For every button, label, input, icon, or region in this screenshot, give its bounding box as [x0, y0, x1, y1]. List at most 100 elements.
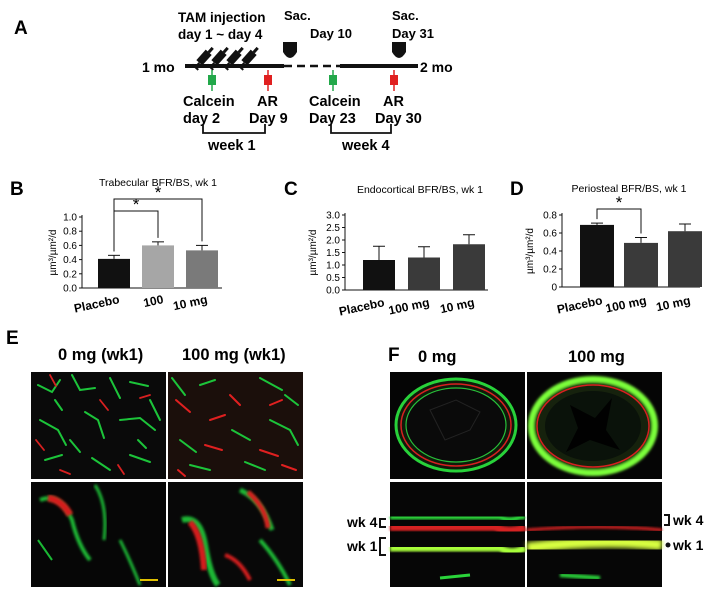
panel-e: E 0 mg (wk1) 100 mg (wk1): [6, 328, 303, 587]
y-tick-label: 1.0: [63, 213, 77, 224]
micrograph-e-100mg-high: [168, 482, 303, 587]
ar-marker-icon: [390, 70, 398, 91]
x-category-label: 10 mg: [655, 293, 692, 314]
sac1-label-line1: Sac.: [284, 8, 311, 23]
panel-label-b: B: [10, 179, 24, 200]
micrograph-f-100mg-cross-section: [527, 372, 662, 479]
bar: [186, 250, 218, 288]
ar2-label-line2: Day 30: [375, 111, 422, 127]
y-tick-label: 0.5: [326, 273, 340, 284]
y-tick-label: 0.0: [63, 284, 77, 295]
bracket-wk4-right: [664, 514, 670, 526]
y-axis-label: µm³/µm²/d: [48, 230, 59, 276]
x-category-label: 100 mg: [387, 295, 430, 317]
timeline-start: 1 mo: [142, 59, 175, 75]
calcein-marker-icon: [208, 70, 216, 91]
ar-marker-icon: [264, 70, 272, 91]
significance-bracket: [596, 208, 642, 234]
bar: [363, 260, 395, 290]
tam-label-line2: day 1 ~ day 4: [178, 27, 263, 42]
x-category-label: 10 mg: [172, 292, 209, 313]
sac2-label-line2: Day 31: [392, 26, 434, 41]
timeline-end: 2 mo: [420, 59, 453, 75]
ar1-label-line2: Day 9: [249, 111, 288, 127]
y-tick-label: 2.5: [326, 223, 340, 234]
y-tick-label: 3.0: [326, 211, 340, 222]
y-tick-label: 0.4: [63, 255, 77, 266]
label-wk4-right: wk 4: [672, 512, 704, 528]
y-tick-label: 0.2: [63, 269, 77, 280]
week4-label: week 4: [341, 138, 390, 154]
panel-label-d: D: [510, 179, 524, 200]
sacrifice-marker-icon: [283, 42, 297, 58]
bar: [98, 258, 130, 288]
week4-bracket: [330, 124, 392, 134]
x-category-label: Placebo: [73, 292, 121, 315]
y-tick-label: 0.6: [63, 241, 77, 252]
calcein1-label-line2: day 2: [183, 111, 220, 127]
significance-star: *: [133, 195, 140, 214]
x-category-label: Placebo: [338, 295, 386, 318]
ar1-label-line1: AR: [257, 94, 278, 110]
y-tick-label: 0.0: [326, 286, 340, 297]
label-wk1-right: wk 1: [672, 537, 704, 553]
y-tick-label: 2.0: [326, 236, 340, 247]
micrograph-f-0mg-cross-section: [390, 372, 525, 479]
significance-bracket: [113, 198, 203, 252]
sac2-label-line1: Sac.: [392, 8, 419, 23]
calcein2-label-line1: Calcein: [309, 94, 361, 110]
panel-label-e: E: [6, 328, 19, 349]
panel-label-c: C: [284, 179, 298, 200]
bar: [668, 231, 702, 287]
x-category-label: 10 mg: [439, 295, 476, 316]
chart-title: Periosteal BFR/BS, wk 1: [572, 183, 687, 195]
micrograph-f-100mg-high: [526, 482, 663, 587]
y-tick-label: 0.4: [543, 247, 557, 258]
bar: [408, 257, 440, 290]
significance-star: *: [616, 193, 623, 212]
y-axis-label: µm³/µm²/d: [308, 230, 319, 276]
y-tick-label: 0.8: [63, 227, 77, 238]
sac1-label-line2: Day 10: [310, 26, 352, 41]
bracket-wk1-left: [379, 537, 386, 556]
ar2-label-line1: AR: [383, 94, 404, 110]
week1-bracket: [202, 124, 266, 134]
y-tick-label: 0: [551, 283, 557, 294]
micrograph-f-0mg-high: [390, 482, 527, 587]
bar: [580, 224, 614, 287]
x-category-label: 100 mg: [604, 293, 647, 315]
chart-title: Endocortical BFR/BS, wk 1: [357, 184, 483, 196]
chart-title: Trabecular BFR/BS, wk 1: [99, 177, 217, 189]
y-tick-label: 0.6: [543, 229, 557, 240]
bar: [624, 242, 658, 287]
label-wk4-left: wk 4: [346, 514, 378, 530]
significance-star: *: [155, 183, 162, 202]
micrograph-e-0mg-low: [31, 372, 166, 479]
sacrifice-marker-icon: [392, 42, 406, 58]
x-category-label: Placebo: [556, 293, 604, 316]
panel-a: A TAM injection day 1 ~ day 4 Sac. Day 1…: [14, 8, 453, 154]
tam-label-line1: TAM injection: [178, 10, 266, 25]
calcein2-label-line2: Day 23: [309, 111, 356, 127]
panel-f-col2-title: 100 mg: [568, 348, 625, 366]
panel-label-a: A: [14, 18, 28, 39]
chart-endocortical: Endocortical BFR/BS, wk 1 µm³/µm²/d 0.0 0.5…: [308, 184, 488, 319]
bar: [142, 245, 174, 288]
chart-trabecular: Trabecular BFR/BS, wk 1 µm³/µm²/d 0.0 0.2 0.…: [48, 177, 222, 316]
y-axis-label: µm³/µm²/d: [525, 228, 536, 274]
calcein1-label-line1: Calcein: [183, 94, 235, 110]
chart-periosteal: Periosteal BFR/BS, wk 1 µm³/µm²/d 0 0.2 0.4 0…: [525, 183, 702, 317]
panel-e-col1-title: 0 mg (wk1): [58, 346, 143, 364]
calcein-marker-icon: [329, 70, 337, 91]
bar: [453, 244, 485, 290]
significance-bracket: [113, 210, 159, 252]
y-tick-label: 1.0: [326, 261, 340, 272]
label-wk1-left: wk 1: [346, 538, 378, 554]
panel-label-f: F: [388, 345, 400, 366]
marker-wk1-right: [665, 542, 671, 548]
y-tick-label: 0.8: [543, 211, 557, 222]
week1-label: week 1: [207, 138, 256, 154]
panel-f: F 0 mg 100 mg: [346, 345, 704, 587]
